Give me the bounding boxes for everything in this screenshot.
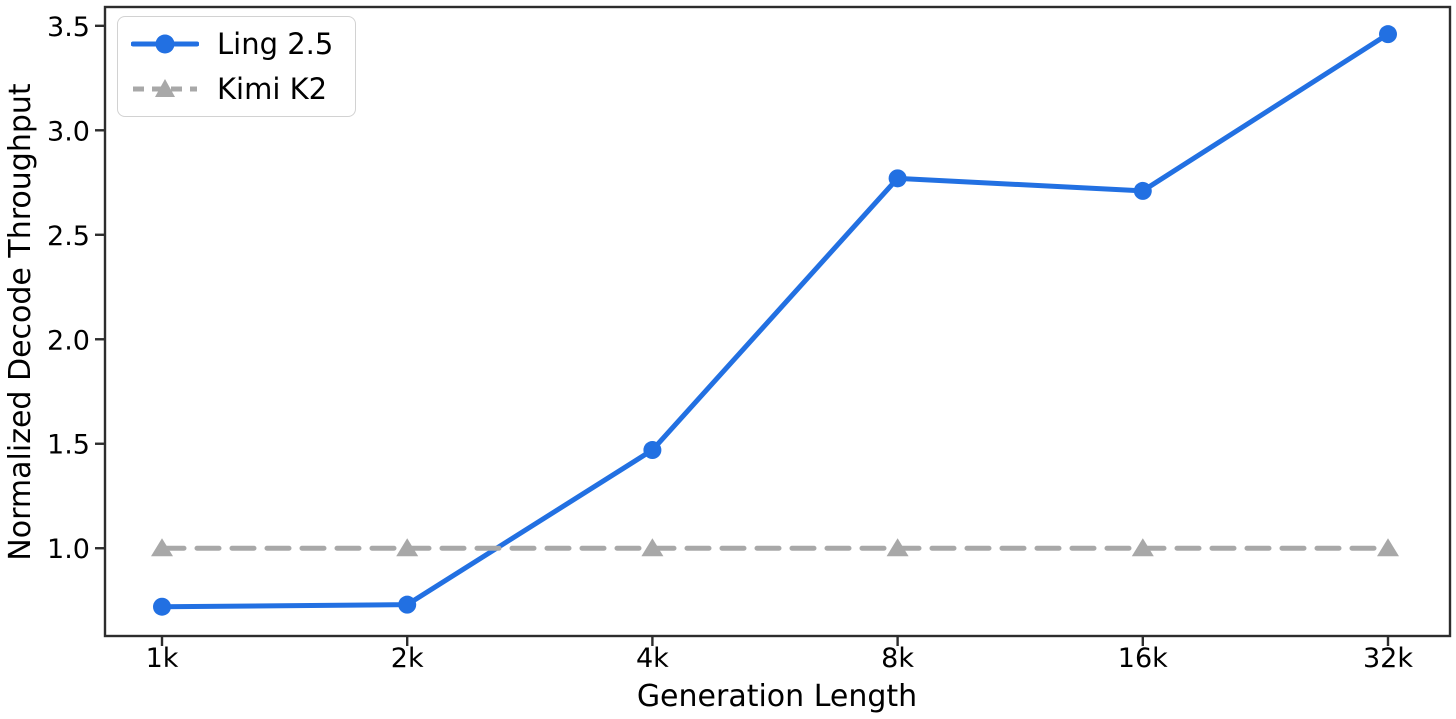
legend-item-kimi: Kimi K2 [131,71,333,107]
y-tick-label: 3.5 [47,12,90,43]
x-axis-label: Generation Length [637,679,917,714]
x-tick-label: 2k [391,643,424,674]
x-tick-label: 4k [636,643,669,674]
legend-label-kimi: Kimi K2 [217,71,328,106]
x-tick-label: 16k [1118,643,1168,674]
data-point-kimi-k2 [396,538,419,557]
y-axis-label: Normalized Decode Throughput [3,83,38,561]
y-tick-label: 2.0 [47,325,90,356]
data-point-kimi-k2 [886,538,909,557]
data-point-kimi-k2 [151,538,173,557]
data-point-ling-2-5 [153,597,171,616]
series-layer [151,25,1399,616]
plot-border [103,5,1452,638]
ling-line-sample [131,34,199,54]
kimi-line-sample [133,79,197,97]
data-point-ling-2-5 [643,441,662,460]
legend-label-ling: Ling 2.5 [217,26,334,61]
data-point-kimi-k2 [1131,538,1154,557]
series-line-ling-2-5 [159,31,1391,610]
legend: Ling 2.5 Kimi K2 [117,16,357,117]
y-tick-label: 3.0 [47,116,90,147]
data-point-kimi-k2 [641,538,664,557]
data-point-kimi-k2 [1377,538,1399,557]
y-tick-label: 2.5 [47,221,90,252]
axes-layer: 1.0 1.5 2.0 2.5 3.0 3.5 1k 2k 4k 8k 16k 32k [47,5,1452,674]
data-point-ling-2-5 [1379,25,1397,44]
y-tick-label: 1.0 [47,534,90,565]
legend-item-ling: Ling 2.5 [131,26,333,62]
x-tick-label: 1k [146,643,179,674]
x-tick-label: 32k [1363,643,1413,674]
y-tick-label: 1.5 [47,430,90,461]
x-tick-label: 8k [881,643,914,674]
data-point-ling-2-5 [888,169,907,188]
data-point-ling-2-5 [1133,181,1152,200]
data-point-ling-2-5 [398,595,417,614]
